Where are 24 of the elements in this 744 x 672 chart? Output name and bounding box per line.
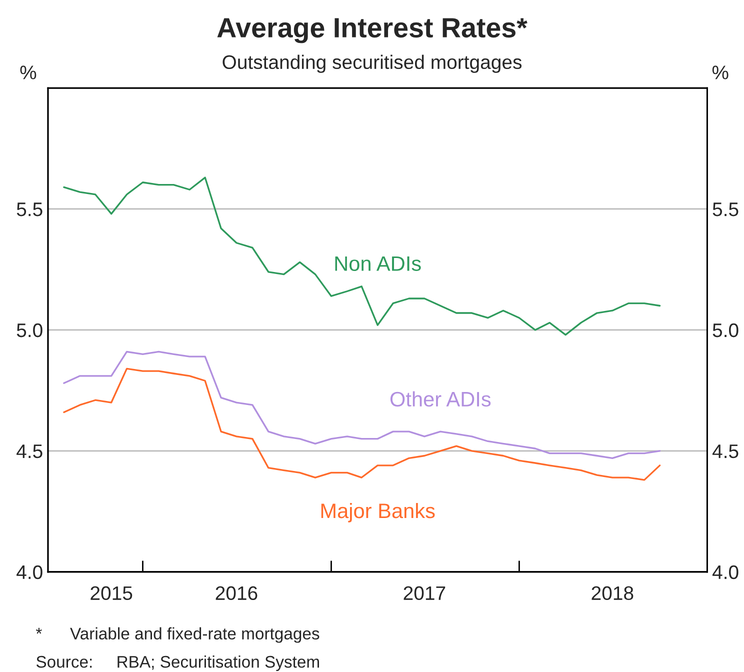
chart-subtitle: Outstanding securitised mortgages [222, 54, 522, 73]
x-tick-label: 2017 [404, 586, 446, 600]
x-tick-label: 2016 [216, 586, 258, 600]
line-series [63, 368, 661, 481]
y-axis-title: % [20, 66, 36, 80]
x-tick-label: 2015 [90, 586, 132, 600]
line-series [63, 176, 661, 336]
series-label: Non ADIs [335, 256, 421, 271]
series-label: Major Banks [321, 502, 435, 522]
y2-tick-label: 4.0 [712, 565, 738, 580]
y2-tick-label: 4.5 [712, 444, 738, 458]
y2-tick-label: 5.5 [712, 202, 738, 216]
y-tick-label: 5.0 [16, 323, 42, 338]
source-note: Source: RBA; Securitisation System [36, 655, 319, 672]
x-tick-label: 2018 [592, 586, 634, 600]
y2-axis-title: % [712, 66, 728, 80]
y-tick-label: 5.5 [16, 202, 42, 216]
y2-tick-label: 5.0 [712, 323, 738, 338]
y-tick-label: 4.0 [16, 565, 42, 580]
series-label: Other ADIs [390, 391, 491, 407]
line-series [63, 350, 661, 460]
text: * Variable and fixed-rate mortgages [36, 627, 320, 643]
chart-title: Average Interest Rates* [217, 18, 528, 44]
y-tick-label: 4.5 [16, 444, 42, 458]
